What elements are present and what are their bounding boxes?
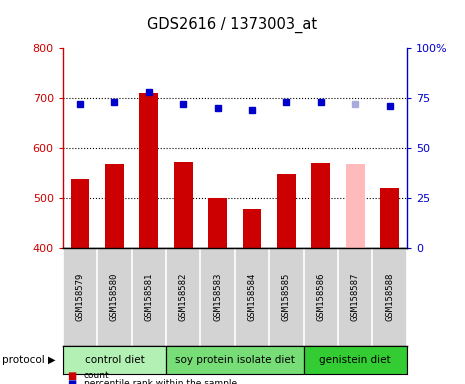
Text: GSM158579: GSM158579 <box>75 273 85 321</box>
Bar <box>243 209 261 248</box>
Text: control diet: control diet <box>85 355 144 365</box>
Bar <box>71 179 89 248</box>
Text: soy protein isolate diet: soy protein isolate diet <box>175 355 295 365</box>
Text: protocol: protocol <box>2 355 45 365</box>
Bar <box>105 164 124 248</box>
Text: GSM158587: GSM158587 <box>351 273 360 321</box>
Bar <box>312 163 330 248</box>
Text: ■: ■ <box>67 371 77 381</box>
Text: GSM158584: GSM158584 <box>247 273 257 321</box>
Text: GSM158580: GSM158580 <box>110 273 119 321</box>
Text: GSM158588: GSM158588 <box>385 273 394 321</box>
Text: count: count <box>84 371 109 380</box>
Bar <box>346 164 365 248</box>
Text: genistein diet: genistein diet <box>319 355 391 365</box>
Bar <box>380 188 399 248</box>
Bar <box>63 346 166 374</box>
Text: percentile rank within the sample: percentile rank within the sample <box>84 379 237 384</box>
Text: GSM158581: GSM158581 <box>144 273 153 321</box>
Bar <box>277 174 296 248</box>
Bar <box>304 346 407 374</box>
Bar <box>174 162 193 248</box>
Text: GSM158585: GSM158585 <box>282 273 291 321</box>
Text: GSM158583: GSM158583 <box>213 273 222 321</box>
Text: GSM158582: GSM158582 <box>179 273 188 321</box>
Text: ■: ■ <box>67 379 77 384</box>
Bar <box>208 198 227 248</box>
Bar <box>140 93 158 248</box>
Bar <box>166 346 304 374</box>
Text: GSM158586: GSM158586 <box>316 273 326 321</box>
Text: GDS2616 / 1373003_at: GDS2616 / 1373003_at <box>147 17 318 33</box>
Text: ▶: ▶ <box>48 355 56 365</box>
